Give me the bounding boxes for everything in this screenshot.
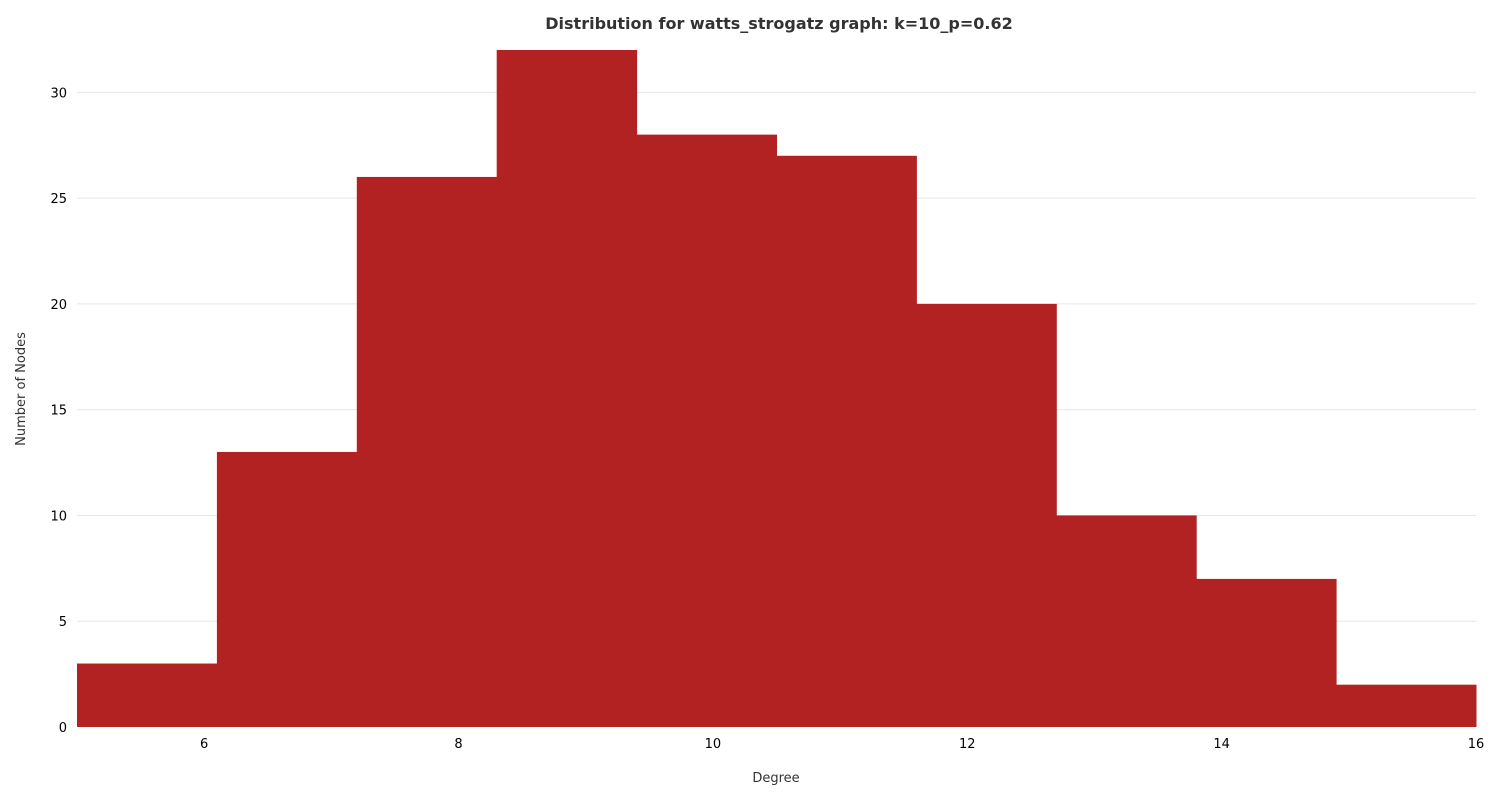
y-tick-label: 15 bbox=[50, 404, 67, 419]
histogram-bar bbox=[1056, 515, 1197, 727]
x-tick-label: 10 bbox=[705, 737, 722, 752]
histogram-bar bbox=[636, 134, 777, 727]
histogram-bar bbox=[916, 303, 1057, 727]
histogram-bar bbox=[496, 50, 638, 727]
y-tick-label: 25 bbox=[50, 192, 67, 207]
histogram-bar bbox=[1196, 578, 1337, 727]
x-axis-label: Degree bbox=[752, 771, 799, 786]
histogram-bar bbox=[77, 663, 218, 727]
histogram-bar bbox=[776, 155, 917, 727]
x-tick-label: 6 bbox=[200, 737, 208, 752]
y-tick-label: 5 bbox=[59, 615, 67, 630]
y-tick-label: 10 bbox=[50, 509, 67, 524]
x-tick-label: 12 bbox=[959, 737, 976, 752]
x-tick-label: 14 bbox=[1213, 737, 1230, 752]
histogram-bar bbox=[216, 451, 358, 727]
x-tick-label: 8 bbox=[454, 737, 462, 752]
histogram-bar bbox=[1336, 684, 1477, 727]
chart-title: Distribution for watts_strogatz graph: k… bbox=[545, 14, 1013, 33]
y-tick-label: 30 bbox=[50, 86, 67, 101]
y-axis-ticks: 0 5 10 15 20 25 30 bbox=[50, 86, 67, 736]
bars bbox=[77, 50, 1477, 727]
y-tick-label: 20 bbox=[50, 298, 67, 313]
histogram-bar bbox=[356, 176, 498, 727]
y-axis-label: Number of Nodes bbox=[14, 332, 29, 446]
x-tick-label: 16 bbox=[1468, 737, 1485, 752]
x-axis-ticks: 6 8 10 12 14 16 bbox=[200, 737, 1484, 752]
y-tick-label: 0 bbox=[59, 721, 67, 736]
